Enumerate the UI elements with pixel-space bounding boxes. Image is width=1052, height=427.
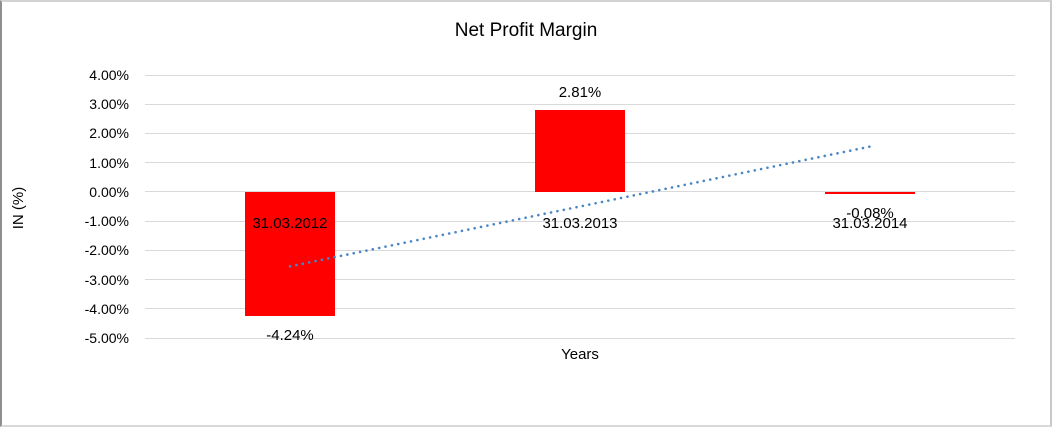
y-axis-tick-label: -3.00% bbox=[84, 271, 129, 288]
gridline bbox=[145, 279, 1015, 281]
y-axis-tick-label: 1.00% bbox=[89, 154, 129, 171]
gridline bbox=[145, 103, 1015, 105]
y-axis-tick-label: -2.00% bbox=[84, 242, 129, 259]
data-label: -4.24% bbox=[266, 326, 314, 344]
x-axis-category-label: 31.03.2013 bbox=[542, 214, 618, 232]
x-axis-category-label: 31.03.2012 bbox=[252, 214, 328, 232]
x-axis-category-label: 31.03.2014 bbox=[832, 214, 908, 232]
x-axis-title: Years bbox=[561, 346, 599, 363]
y-axis-tick-label: 3.00% bbox=[89, 96, 129, 113]
y-axis-tick-label: -1.00% bbox=[84, 213, 129, 230]
gridline bbox=[145, 337, 1015, 339]
y-axis-tick-label: -4.00% bbox=[84, 300, 129, 317]
y-axis-tick-label: -5.00% bbox=[84, 330, 129, 346]
chart-title: Net Profit Margin bbox=[454, 20, 598, 41]
gridline bbox=[145, 308, 1015, 310]
bar-31.03.2014 bbox=[825, 191, 915, 195]
bar-31.03.2013 bbox=[535, 109, 625, 192]
bar-31.03.2012 bbox=[245, 191, 335, 316]
y-axis-tick-label: 4.00% bbox=[89, 67, 129, 83]
y-axis-tick-label: 0.00% bbox=[89, 183, 129, 200]
y-axis-tick-label: 2.00% bbox=[89, 125, 129, 142]
gridline bbox=[145, 74, 1015, 76]
y-axis-title-text: IN (%) bbox=[10, 186, 27, 230]
data-label: 2.81% bbox=[558, 83, 602, 101]
